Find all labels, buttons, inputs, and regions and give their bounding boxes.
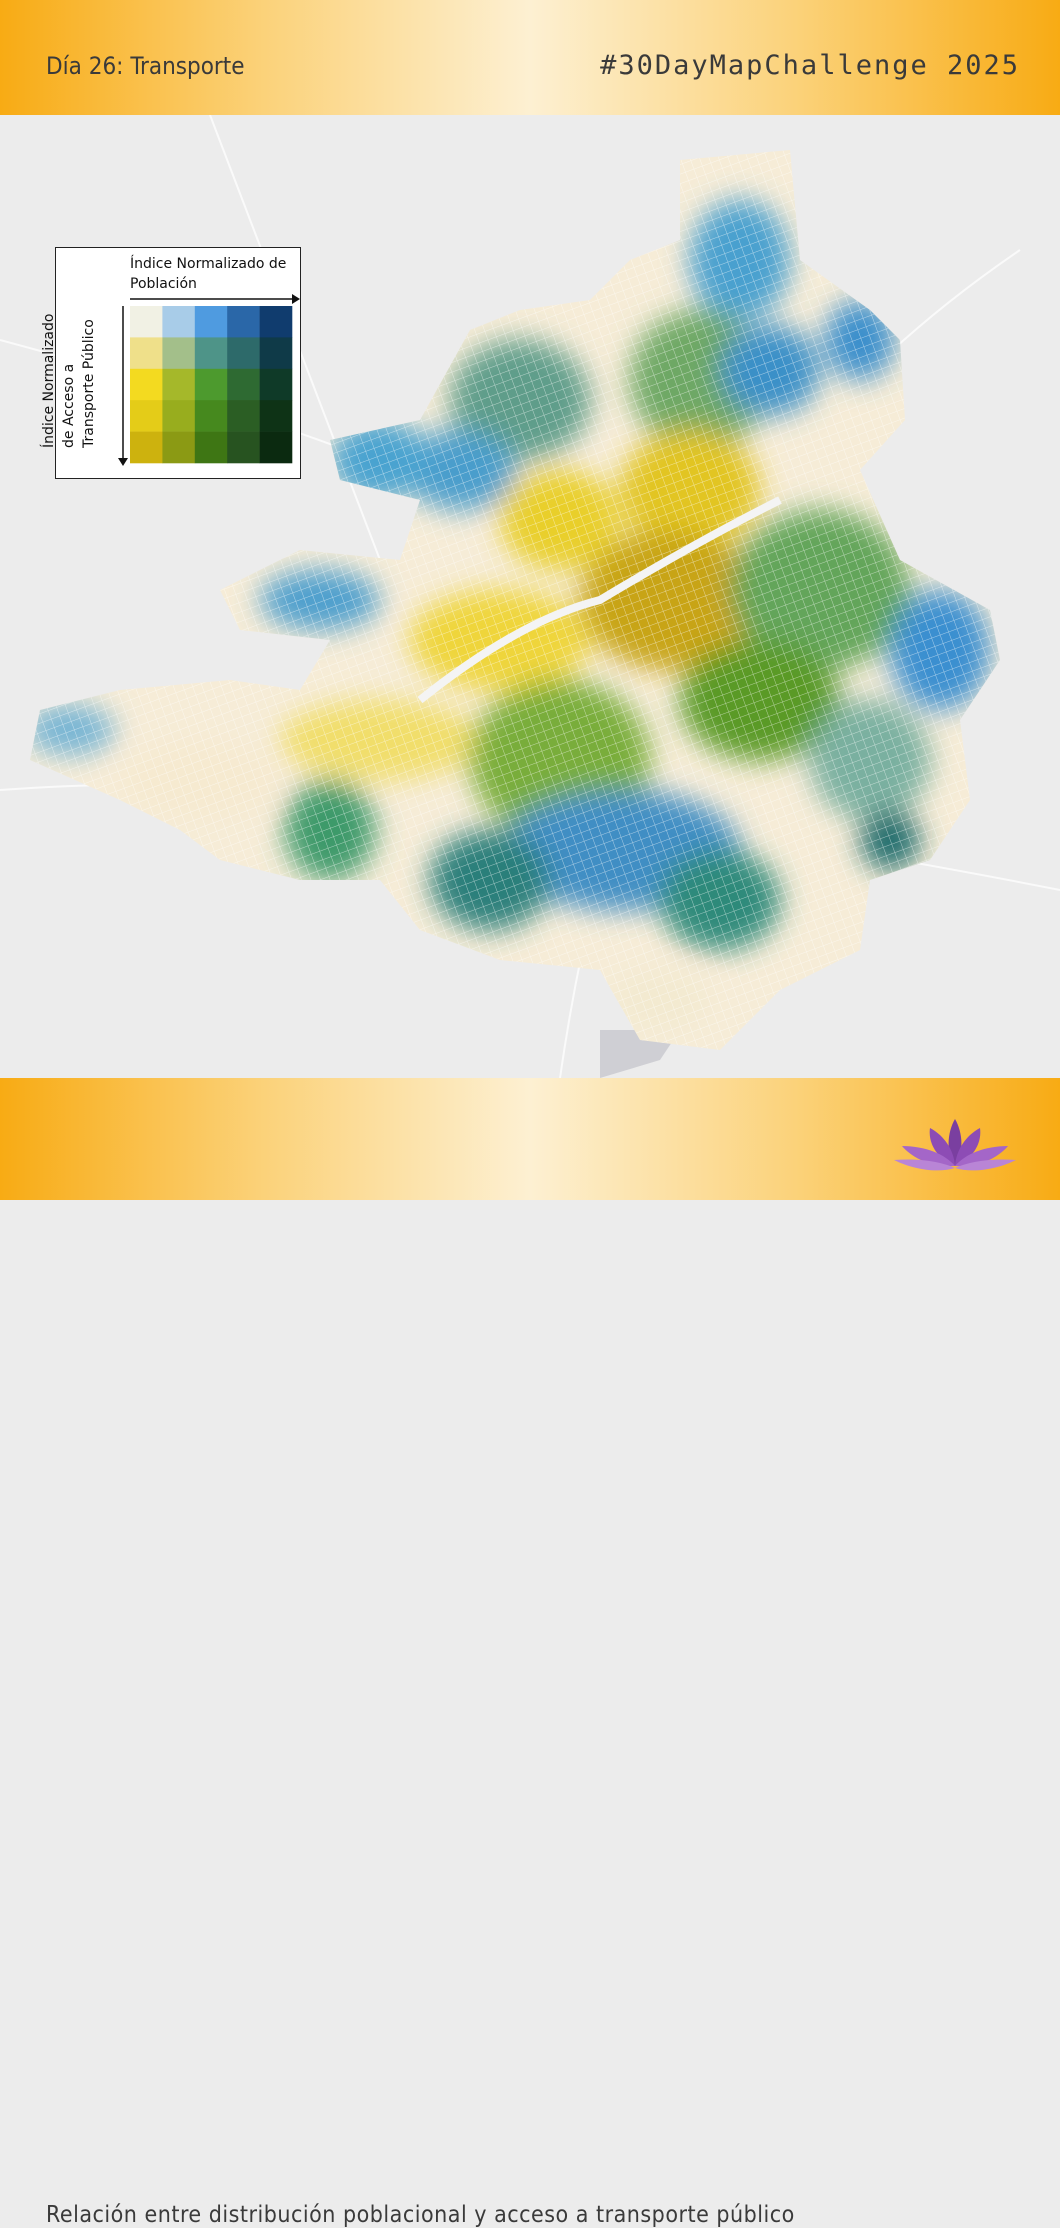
legend-cell: [259, 368, 293, 401]
legend-cell: [194, 337, 228, 370]
legend-cell: [259, 431, 293, 464]
legend-cell: [130, 431, 163, 464]
lotus-logo: [894, 1119, 1016, 1171]
legend-cell: [130, 306, 163, 338]
legend-cell: [194, 306, 228, 338]
legend-y-title: Índice Normalizado de Acceso a Transport…: [41, 313, 97, 448]
legend-cell: [227, 337, 260, 370]
legend-cell: [194, 431, 228, 464]
legend-cell: [227, 400, 260, 432]
legend-cell: [227, 306, 260, 338]
legend-graphic: [118, 294, 300, 466]
legend-cell: [227, 368, 260, 401]
legend-cell: [259, 306, 293, 338]
legend-cell: [130, 400, 163, 432]
caption: Relación entre distribución poblacional …: [46, 2202, 795, 2228]
legend-cell: [162, 368, 196, 401]
river: [417, 496, 782, 704]
legend-cell: [162, 306, 196, 338]
legend-cell: [130, 337, 163, 370]
legend: Índice Normalizado de Población Índice N…: [41, 247, 301, 479]
title: Día 26: Transporte: [46, 52, 245, 80]
header-band: Día 26: Transporte #30DayMapChallenge 20…: [0, 0, 1060, 115]
y-arrowhead: [118, 458, 128, 466]
challenge-tag: #30DayMapChallenge 2025: [600, 50, 1020, 81]
legend-cell: [162, 400, 196, 432]
x-arrowhead: [292, 294, 300, 304]
footer-band: Relación entre distribución poblacional …: [0, 1078, 1060, 2228]
legend-cell: [227, 431, 260, 464]
legend-cell: [130, 368, 163, 401]
legend-x-title: Índice Normalizado de Población: [130, 256, 287, 292]
legend-cell: [162, 431, 196, 464]
legend-cell: [162, 337, 196, 370]
legend-cell: [259, 337, 293, 370]
legend-cell: [194, 368, 228, 401]
legend-cell: [259, 400, 293, 432]
legend-cell: [194, 400, 228, 432]
